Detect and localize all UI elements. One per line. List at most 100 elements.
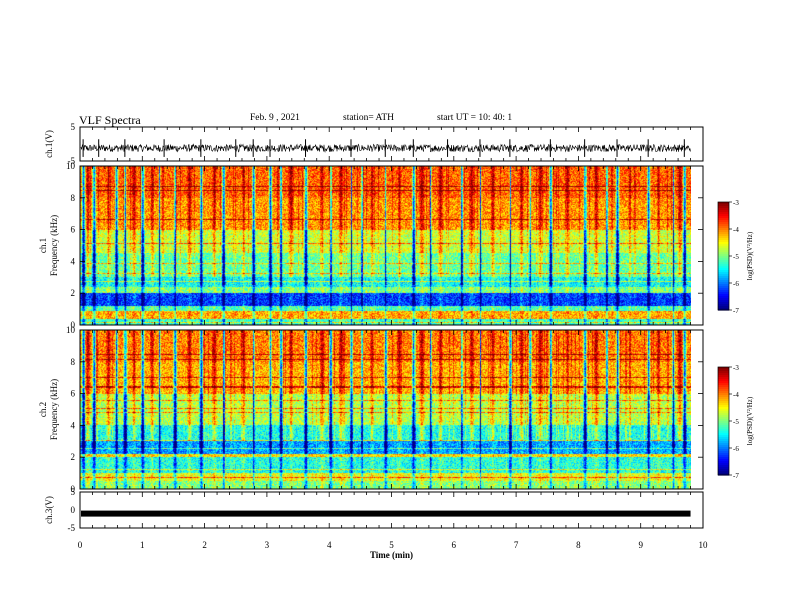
ch2-colorbar-swatch <box>718 445 729 448</box>
ch1-colorbar-swatch <box>718 212 729 215</box>
ch2-colorbar-swatch <box>718 457 729 460</box>
ch1-colorbar-swatch <box>718 222 729 225</box>
ch1-spectrogram-ytick-label: 6 <box>71 225 76 235</box>
ch1-colorbar-swatch <box>718 208 729 211</box>
ch1-spectrogram-panel: 0 2 4 6 8 10 ch.1 Frequency (kHz) <box>38 161 704 330</box>
ch2-colorbar-swatch <box>718 467 729 470</box>
ch2-spectrogram-ylabel-channel: ch.2 <box>38 402 48 417</box>
ch1-colorbar-swatch <box>718 282 729 285</box>
ch1-spectrogram-ytick-label: 8 <box>71 193 76 203</box>
x-tick-label: 8 <box>576 540 581 550</box>
ch1-spectrogram-ylabel-channel: ch.1 <box>38 238 48 253</box>
ch2-spectrogram-ytick-label: 10 <box>66 325 76 335</box>
ch1-spectrogram-ytick-label: 10 <box>66 161 76 171</box>
start-time-label: start UT = 10: 40: 1 <box>437 113 513 123</box>
ch2-colorbar-swatch <box>718 381 729 384</box>
ch2-spectrogram-ytick-label: 0 <box>71 484 76 494</box>
ch1-colorbar-swatch <box>718 262 729 265</box>
ch1-colorbar-swatch <box>718 214 729 217</box>
ch1-colorbar-swatch <box>718 218 729 221</box>
ch1-colorbar-swatch <box>718 216 729 219</box>
ch2-colorbar-swatch <box>718 469 729 472</box>
ch3-ylabel: ch.3(V) <box>44 496 54 524</box>
ch2-colorbar-swatch <box>718 433 729 436</box>
x-tick-label: 9 <box>638 540 643 550</box>
ch2-colorbar-swatch <box>718 421 729 424</box>
ch1-colorbar-swatch <box>718 236 729 239</box>
ch1-colorbar-swatch <box>718 292 729 295</box>
ch1-colorbar: -3 -4 -5 -6 -7 log(PSD)(V²/Hz) <box>717 199 754 315</box>
ch3-waveform-band <box>81 510 691 517</box>
ch1-colorbar-swatch <box>718 226 729 229</box>
ch2-colorbar-swatch <box>718 385 729 388</box>
ch1-colorbar-swatch <box>718 232 729 235</box>
ch1-ytick-label: -5 <box>68 156 76 166</box>
ch2-colorbar-swatch <box>718 447 729 450</box>
ch1-waveform-panel: 5 -5 ch.1(V) <box>44 122 704 166</box>
ch1-colorbar-swatch <box>718 290 729 293</box>
ch1-colorbar-swatch <box>718 202 729 205</box>
ch1-colorbar-swatch <box>718 270 729 273</box>
x-tick-label: 0 <box>78 540 83 550</box>
ch1-colorbar-tick-label: -6 <box>733 280 739 288</box>
ch1-colorbar-swatch <box>718 302 729 305</box>
ch1-colorbar-swatch <box>718 204 729 207</box>
ch1-colorbar-swatch <box>718 286 729 289</box>
ch2-colorbar-tick-label: -4 <box>733 391 739 399</box>
ch1-colorbar-swatch <box>718 284 729 287</box>
ch2-colorbar-swatch <box>718 409 729 412</box>
ch1-ylabel: ch.1(V) <box>44 130 54 158</box>
chart-title: VLF Spectra <box>79 113 141 127</box>
ch2-colorbar-swatch <box>718 395 729 398</box>
ch2-colorbar-swatch <box>718 461 729 464</box>
ch1-colorbar-swatch <box>718 220 729 223</box>
station-label: station= ATH <box>343 113 395 123</box>
ch1-colorbar-swatch <box>718 304 729 307</box>
ch1-colorbar-swatch <box>718 206 729 209</box>
ch1-colorbar-tick-label: -3 <box>733 199 739 207</box>
ch1-colorbar-swatch <box>718 274 729 277</box>
ch2-colorbar-tick-label: -5 <box>733 418 739 426</box>
ch2-colorbar-swatch <box>718 443 729 446</box>
ch2-spectrogram-heatmap-image <box>80 330 691 489</box>
ch2-colorbar: -3 -4 -5 -6 -7 log(PSD)(V²/Hz) <box>717 364 754 480</box>
ch2-colorbar-swatch <box>718 453 729 456</box>
recording-date: Feb. 9 , 2021 <box>250 113 300 123</box>
ch1-colorbar-swatch <box>718 278 729 281</box>
ch2-colorbar-label: log(PSD)(V²/Hz) <box>746 396 754 445</box>
ch1-colorbar-swatch <box>718 306 729 309</box>
ch2-colorbar-swatch <box>718 437 729 440</box>
ch2-colorbar-swatch <box>718 417 729 420</box>
ch1-colorbar-swatch <box>718 308 729 311</box>
ch2-colorbar-swatch <box>718 441 729 444</box>
x-tick-label: 3 <box>265 540 270 550</box>
ch2-colorbar-swatch <box>718 387 729 390</box>
ch2-colorbar-swatch <box>718 373 729 376</box>
ch2-colorbar-swatch <box>718 423 729 426</box>
ch2-colorbar-swatch <box>718 413 729 416</box>
ch1-colorbar-swatch <box>718 268 729 271</box>
ch1-colorbar-swatch <box>718 230 729 233</box>
ch1-colorbar-swatch <box>718 296 729 299</box>
ch1-colorbar-swatch <box>718 238 729 241</box>
x-tick-label: 7 <box>514 540 519 550</box>
ch1-colorbar-swatch <box>718 298 729 301</box>
ch2-colorbar-swatch <box>718 407 729 410</box>
ch1-colorbar-swatch <box>718 234 729 237</box>
ch3-frame <box>79 491 704 529</box>
ch2-colorbar-swatch <box>718 415 729 418</box>
ch2-spectrogram-ytick-label: 4 <box>71 420 76 430</box>
ch1-colorbar-swatch <box>718 288 729 291</box>
ch2-colorbar-tick-label: -6 <box>733 445 739 453</box>
ch1-colorbar-swatch <box>718 248 729 251</box>
ch2-colorbar-tick-label: -7 <box>733 472 739 480</box>
ch2-colorbar-swatch <box>718 399 729 402</box>
ch2-colorbar-tick-label: -3 <box>733 364 739 372</box>
ch2-spectrogram-ytick-label: 6 <box>71 389 76 399</box>
ch2-colorbar-swatch <box>718 391 729 394</box>
x-tick-label: 5 <box>389 540 394 550</box>
ch1-colorbar-tick-label: -4 <box>733 226 739 234</box>
ch2-spectrogram-ylabel-frequency: Frequency (kHz) <box>49 379 59 440</box>
